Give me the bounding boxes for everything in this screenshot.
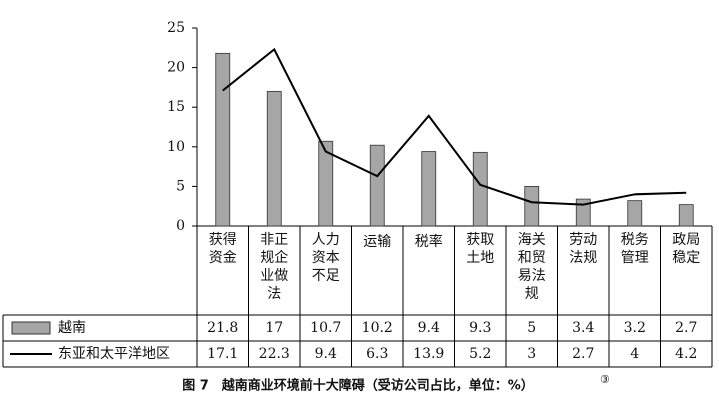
x-tick-label: 获取土地 xyxy=(466,232,494,266)
table-value: 3.4 xyxy=(572,320,594,336)
legend-swatch xyxy=(11,321,51,335)
table-value: 5 xyxy=(527,320,536,336)
table-value: 5.2 xyxy=(469,346,491,362)
table-value: 9.4 xyxy=(315,346,337,362)
table-value: 21.8 xyxy=(207,320,238,336)
line xyxy=(222,47,687,206)
x-tick-label: 税务管理 xyxy=(621,232,649,266)
x-tick-label: 劳动法规 xyxy=(569,232,597,266)
table-value: 9.3 xyxy=(469,320,491,336)
x-tick-label: 税率 xyxy=(415,233,443,250)
x-tick-label: 获得资金 xyxy=(209,231,237,266)
table-value: 3.2 xyxy=(624,320,646,336)
bar xyxy=(627,200,643,227)
table-value: 4 xyxy=(630,346,639,362)
table-value: 3 xyxy=(527,346,536,362)
table-value: 22.3 xyxy=(259,346,290,362)
y-tick-label: 25 xyxy=(167,20,185,36)
y-tick-label: 20 xyxy=(167,60,185,76)
y-tick-label: 10 xyxy=(167,139,185,155)
table-value: 10.7 xyxy=(310,320,341,336)
legend-label: 越南 xyxy=(58,320,86,336)
table-value: 9.4 xyxy=(418,320,440,336)
bar xyxy=(215,52,231,227)
x-tick-label: 非正规企业做法 xyxy=(260,232,288,302)
bar xyxy=(318,140,334,227)
bar xyxy=(524,185,540,227)
bar xyxy=(575,198,591,227)
bar xyxy=(678,204,694,227)
y-tick-label: 15 xyxy=(167,99,185,115)
table-value: 17.1 xyxy=(207,346,238,362)
bar xyxy=(421,151,437,227)
table-value: 4.2 xyxy=(675,346,697,362)
x-tick-label: 人力资本不足 xyxy=(312,232,340,284)
x-tick-label: 政局稳定 xyxy=(672,232,700,266)
table-value: 13.9 xyxy=(413,346,444,362)
footnote-mark: ③ xyxy=(600,373,610,386)
y-tick-label: 5 xyxy=(176,178,185,194)
table-value: 2.7 xyxy=(572,346,594,362)
table-value: 10.2 xyxy=(362,320,393,336)
chart-title: 图 7 越南商业环境前十大障碍（受访公司占比，单位：%） xyxy=(182,378,534,394)
legend-label: 东亚和太平洋地区 xyxy=(58,346,170,362)
bar xyxy=(369,144,385,227)
table-value: 6.3 xyxy=(366,346,388,362)
x-tick-label: 运输 xyxy=(363,234,391,250)
y-tick-label: 0 xyxy=(176,218,185,234)
table-value: 2.7 xyxy=(675,320,697,336)
bar xyxy=(266,90,282,227)
bar xyxy=(472,151,488,227)
table-value: 17 xyxy=(265,320,283,336)
x-tick-label: 海关和贸易法规 xyxy=(518,232,546,302)
